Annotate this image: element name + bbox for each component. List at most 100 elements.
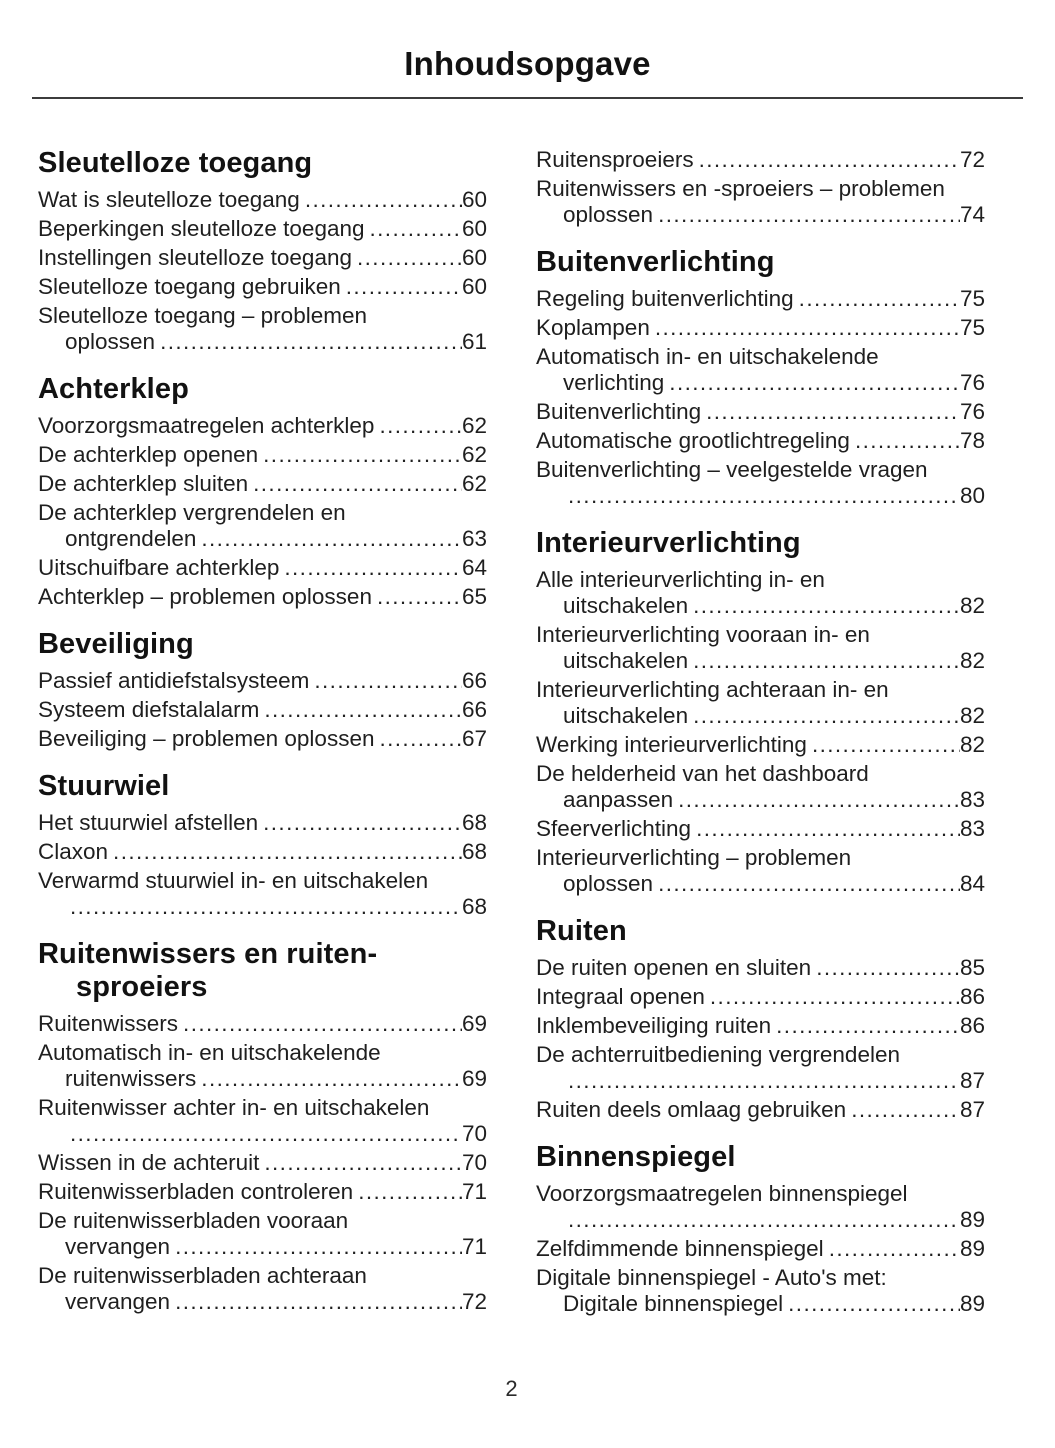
toc-entry[interactable]: De helderheid van het dashboard aanpassen… [536,761,985,813]
toc-entry[interactable]: Ruitensproeiers 72 [536,147,985,173]
toc-entry[interactable]: De ruitenwisserbladen achteraan vervangen… [38,1263,487,1315]
entry-line: Koplampen 75 [536,315,985,341]
entry-line: Digitale binnenspiegel - Auto's met: [536,1265,985,1291]
toc-entry[interactable]: Claxon 68 [38,839,487,865]
section-heading: Buitenverlichting [536,246,985,279]
toc-entry[interactable]: Instellingen sleutelloze toegang 60 [38,245,487,271]
entry-text: Inklembeveiliging ruiten [536,1013,772,1038]
toc-entry[interactable]: Automatische grootlichtregeling 78 [536,428,985,454]
entry-text: Achterklep – problemen oplossen [38,584,372,609]
toc-entry[interactable]: De achterruitbediening vergrendelen 87 [536,1042,985,1094]
entry-line: 68 [38,894,487,920]
dot-leader [263,442,462,468]
toc-entry[interactable]: De achterklep vergrendelen en ontgrendele… [38,500,487,552]
entry-text: Sleutelloze toegang – problemen [38,303,367,328]
toc-entry[interactable]: Interieurverlichting vooraan in- en uitsc… [536,622,985,674]
entry-line: Wissen in de achteruit 70 [38,1150,487,1176]
entry-page-number: 63 [461,526,487,551]
toc-entry[interactable]: Wissen in de achteruit 70 [38,1150,487,1176]
toc-entry[interactable]: Ruiten deels omlaag gebruiken 87 [536,1097,985,1123]
dot-leader [855,428,960,454]
toc-entry[interactable]: Uitschuifbare achterklep 64 [38,555,487,581]
toc-entry[interactable]: Ruitenwissers 69 [38,1011,487,1037]
toc-entry[interactable]: Inklembeveiliging ruiten 86 [536,1013,985,1039]
dot-leader [568,483,960,509]
toc-entry[interactable]: Ruitenwisser achter in- en uitschakelen 7… [38,1095,487,1147]
section-heading: Interieurverlichting [536,527,985,560]
entry-text: aanpassen [563,787,674,812]
dot-leader [113,839,462,865]
entry-page-number: 60 [461,274,487,299]
toc-entry[interactable]: Zelfdimmende binnenspiegel 89 [536,1236,985,1262]
entry-text: Sleutelloze toegang gebruiken [38,274,341,299]
entry-text: uitschakelen [563,703,689,728]
section-heading: Beveiliging [38,628,487,661]
toc-entry[interactable]: Ruitenwisserbladen controleren 71 [38,1179,487,1205]
entry-line: De helderheid van het dashboard [536,761,985,787]
dot-leader [175,1234,462,1260]
entry-line: Passief antidiefstalsysteem 66 [38,668,487,694]
toc-entry[interactable]: Werking interieurverlichting 82 [536,732,985,758]
toc-entry[interactable]: Beperkingen sleutelloze toegang 60 [38,216,487,242]
toc-entry[interactable]: De achterklep openen 62 [38,442,487,468]
entry-line: Uitschuifbare achterklep 64 [38,555,487,581]
toc-entry[interactable]: Ruitenwissers en -sproeiers – problemen o… [536,176,985,228]
entry-page-number: 64 [461,555,487,580]
dot-leader [264,1150,462,1176]
entry-line: Sleutelloze toegang – problemen [38,303,487,329]
entry-line: Beveiliging – problemen oplossen 67 [38,726,487,752]
entry-line: oplossen 84 [536,871,985,897]
toc-entry[interactable]: Interieurverlichting – problemen oplossen… [536,845,985,897]
entry-line: uitschakelen 82 [536,703,985,729]
toc-entry[interactable]: Interieurverlichting achteraan in- en uit… [536,677,985,729]
entry-line: vervangen 72 [38,1289,487,1315]
entry-text: Automatisch in- en uitschakelende [536,344,879,369]
toc-entry[interactable]: Integraal openen 86 [536,984,985,1010]
entry-text: Interieurverlichting vooraan in- en [536,622,870,647]
toc-columns: Sleutelloze toegang Wat is sleutelloze to… [0,99,1055,1320]
section-heading-line: sproeiers [76,971,208,1003]
entry-page-number: 82 [959,732,985,757]
toc-entry[interactable]: Alle interieurverlichting in- en uitschak… [536,567,985,619]
entry-page-number: 69 [461,1066,487,1091]
dot-leader [693,648,960,674]
toc-entry[interactable]: De ruiten openen en sluiten 85 [536,955,985,981]
toc-entry[interactable]: Buitenverlichting – veelgestelde vragen 8… [536,457,985,509]
toc-entry[interactable]: Voorzorgsmaatregelen binnenspiegel 89 [536,1181,985,1233]
toc-entry[interactable]: Koplampen 75 [536,315,985,341]
toc-entry[interactable]: Sleutelloze toegang gebruiken 60 [38,274,487,300]
dot-leader [263,810,462,836]
dot-leader [812,732,960,758]
toc-entry[interactable]: De achterklep sluiten 62 [38,471,487,497]
toc-entry[interactable]: Wat is sleutelloze toegang 60 [38,187,487,213]
dot-leader [696,816,960,842]
toc-entry[interactable]: Sfeerverlichting 83 [536,816,985,842]
entry-text: Beperkingen sleutelloze toegang [38,216,365,241]
toc-entry[interactable]: Voorzorgsmaatregelen achterklep 62 [38,413,487,439]
entry-text: Werking interieurverlichting [536,732,807,757]
toc-entry[interactable]: Beveiliging – problemen oplossen 67 [38,726,487,752]
toc-entry[interactable]: Automatisch in- en uitschakelende verlich… [536,344,985,396]
entry-text: Alle interieurverlichting in- en [536,567,825,592]
entry-text: Regeling buitenverlichting [536,286,794,311]
toc-entry[interactable]: Achterklep – problemen oplossen 65 [38,584,487,610]
entry-page-number: 66 [461,697,487,722]
dot-leader [568,1207,960,1233]
toc-entry[interactable]: Het stuurwiel afstellen 68 [38,810,487,836]
toc-section: Interieurverlichting Alle interieurverlic… [536,527,985,897]
entry-page-number: 82 [959,648,985,673]
toc-entry[interactable]: Regeling buitenverlichting 75 [536,286,985,312]
toc-entry[interactable]: Verwarmd stuurwiel in- en uitschakelen 68 [38,868,487,920]
toc-entry[interactable]: Digitale binnenspiegel - Auto's met: Digi… [536,1265,985,1317]
toc-entry[interactable]: Passief antidiefstalsysteem 66 [38,668,487,694]
entry-line: Ruitenwissers 69 [38,1011,487,1037]
toc-entry[interactable]: Buitenverlichting 76 [536,399,985,425]
entry-page-number: 68 [461,810,487,835]
entry-line: Ruitenwissers en -sproeiers – problemen [536,176,985,202]
toc-entry[interactable]: Systeem diefstalalarm 66 [38,697,487,723]
toc-entry[interactable]: Automatisch in- en uitschakelende ruitenw… [38,1040,487,1092]
toc-section: Achterklep Voorzorgsmaatregelen achterkle… [38,373,487,610]
